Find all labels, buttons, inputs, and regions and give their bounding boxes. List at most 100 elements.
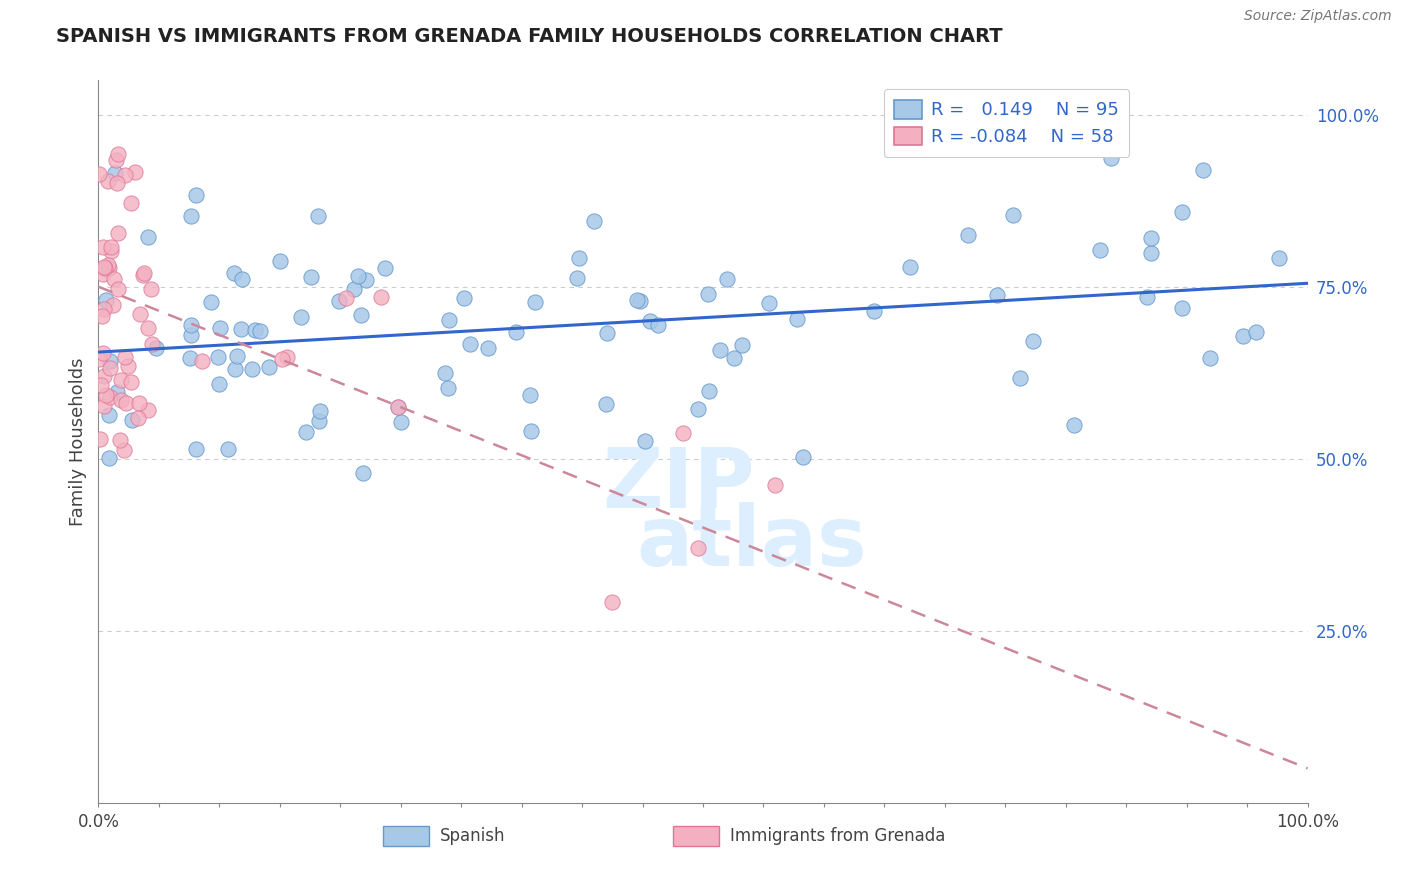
Point [276, 350, 298, 364]
Point [352, 467, 374, 481]
Point [387, 400, 409, 414]
Point [1139, 231, 1161, 245]
Legend: R =   0.149    N = 95, R = -0.084    N = 58: R = 0.149 N = 95, R = -0.084 N = 58 [883, 89, 1129, 157]
Point [87, 167, 110, 181]
Text: Source: ZipAtlas.com: Source: ZipAtlas.com [1244, 9, 1392, 23]
Point [638, 314, 661, 328]
FancyBboxPatch shape [673, 826, 718, 847]
Point [93, 301, 115, 316]
Point [1099, 151, 1122, 165]
Point [93, 369, 115, 384]
Point [763, 478, 786, 492]
Text: Immigrants from Grenada: Immigrants from Grenada [730, 827, 945, 845]
Point [523, 295, 546, 310]
Point [136, 321, 159, 335]
Point [128, 396, 150, 410]
Point [1136, 290, 1159, 304]
Point [200, 295, 222, 310]
Point [437, 312, 460, 326]
Point [108, 434, 131, 448]
Point [121, 413, 143, 427]
Point [141, 282, 163, 296]
Point [1001, 208, 1024, 222]
Point [100, 244, 122, 258]
Point [105, 153, 128, 168]
Point [686, 541, 709, 555]
Point [567, 271, 589, 285]
Point [112, 442, 135, 457]
Point [110, 392, 132, 407]
Point [96, 388, 118, 402]
Point [1268, 251, 1291, 265]
Point [898, 260, 921, 275]
Point [191, 354, 214, 368]
Point [120, 195, 142, 210]
Point [723, 351, 745, 365]
Point [184, 188, 207, 202]
Point [370, 290, 392, 304]
Point [688, 402, 710, 417]
Point [107, 282, 129, 296]
Point [180, 318, 202, 333]
Point [568, 251, 591, 265]
Point [309, 404, 332, 418]
Point [217, 442, 239, 456]
Point [957, 227, 980, 242]
Point [114, 169, 136, 183]
Point [436, 381, 458, 395]
Point [434, 366, 457, 380]
Point [1171, 301, 1194, 315]
Point [335, 291, 357, 305]
Point [132, 268, 155, 283]
Point [94, 293, 117, 307]
Text: Spanish: Spanish [440, 827, 505, 845]
Point [180, 209, 202, 223]
Point [758, 296, 780, 310]
Point [115, 395, 138, 409]
Point [136, 230, 159, 244]
Point [1171, 205, 1194, 219]
Point [505, 326, 527, 340]
Point [716, 271, 738, 285]
Point [207, 350, 229, 364]
Point [120, 375, 142, 389]
FancyBboxPatch shape [382, 826, 429, 847]
Point [1199, 351, 1222, 365]
Point [786, 312, 808, 326]
Point [179, 351, 201, 365]
Point [290, 310, 312, 325]
Point [374, 261, 396, 276]
Point [93, 400, 115, 414]
Point [141, 336, 163, 351]
Point [243, 324, 266, 338]
Point [626, 293, 648, 307]
Point [89, 352, 111, 367]
Point [107, 147, 129, 161]
Point [307, 210, 329, 224]
Point [129, 308, 152, 322]
Point [136, 402, 159, 417]
Y-axis label: Family Households: Family Households [69, 358, 87, 525]
Point [249, 324, 271, 338]
Point [697, 384, 720, 399]
Point [1008, 371, 1031, 385]
Point [295, 425, 318, 439]
Point [354, 273, 377, 287]
Text: atlas: atlas [636, 502, 866, 583]
Point [1232, 329, 1254, 343]
Point [222, 266, 245, 280]
Point [105, 385, 128, 400]
Point [596, 326, 619, 340]
Point [647, 318, 669, 332]
Point [90, 309, 112, 323]
Point [229, 322, 252, 336]
Point [91, 240, 114, 254]
Point [792, 450, 814, 465]
Point [107, 226, 129, 240]
Point [387, 400, 409, 414]
Point [208, 376, 231, 391]
Point [697, 287, 720, 301]
Point [90, 378, 112, 392]
Point [1063, 417, 1085, 432]
Point [114, 350, 136, 364]
